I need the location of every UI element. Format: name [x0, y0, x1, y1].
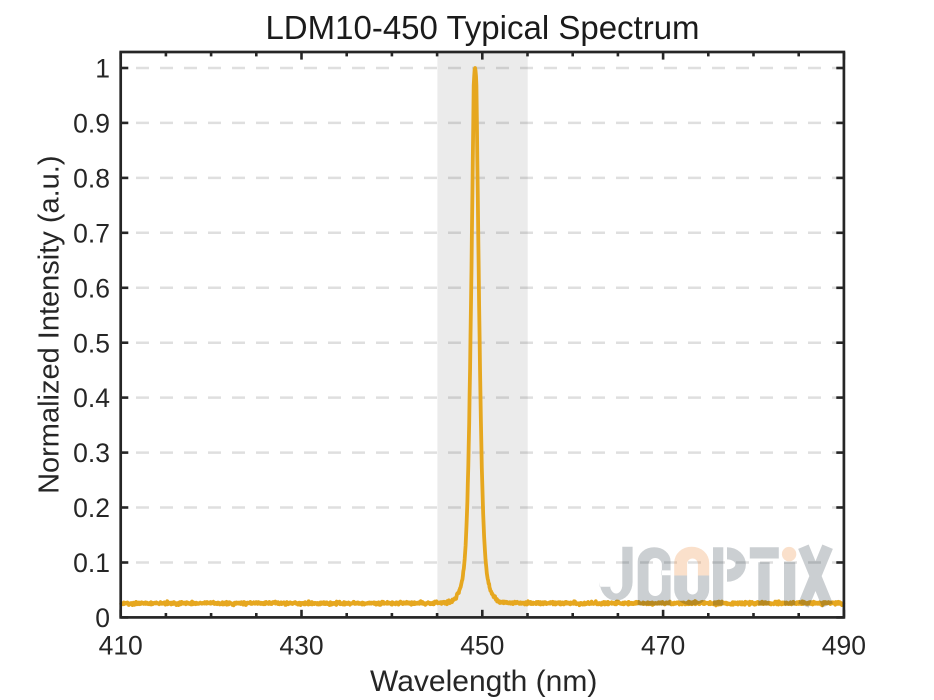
svg-text:0: 0	[95, 603, 110, 633]
svg-text:0.9: 0.9	[73, 109, 110, 139]
svg-text:0.7: 0.7	[73, 218, 110, 248]
svg-text:1: 1	[95, 54, 110, 84]
svg-text:450: 450	[460, 631, 504, 661]
svg-text:0.1: 0.1	[73, 548, 110, 578]
svg-text:0.2: 0.2	[73, 493, 110, 523]
svg-text:410: 410	[99, 631, 143, 661]
svg-text:LDM10-450 Typical Spectrum: LDM10-450 Typical Spectrum	[265, 9, 699, 46]
svg-text:0.6: 0.6	[73, 273, 110, 303]
svg-text:Normalized Intensity (a.u.): Normalized Intensity (a.u.)	[34, 155, 66, 493]
svg-text:0.8: 0.8	[73, 164, 110, 194]
svg-text:0.5: 0.5	[73, 328, 110, 358]
svg-text:0.3: 0.3	[73, 438, 110, 468]
svg-text:430: 430	[279, 631, 323, 661]
svg-text:Wavelength (nm): Wavelength (nm)	[370, 665, 597, 698]
svg-text:0.4: 0.4	[73, 383, 110, 413]
svg-text:490: 490	[822, 631, 866, 661]
svg-text:470: 470	[641, 631, 685, 661]
